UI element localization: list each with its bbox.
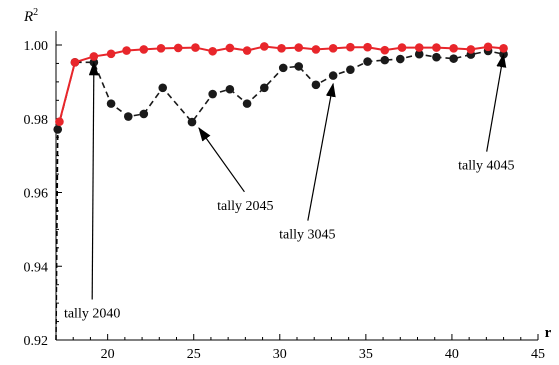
- series-2-point: [414, 49, 424, 59]
- x-axis-title: r: [545, 325, 552, 341]
- series-1-point: [191, 43, 200, 52]
- series-1-point: [311, 45, 321, 54]
- series-1-point: [432, 43, 441, 52]
- series-1-point: [242, 46, 252, 55]
- series-1-point: [55, 117, 64, 126]
- series-2-point: [278, 63, 288, 73]
- series-2-point: [225, 84, 235, 94]
- series-2-point: [380, 55, 390, 65]
- x-tick-label: 35: [359, 347, 373, 362]
- series-1-point: [259, 42, 269, 51]
- series-2-point: [139, 109, 149, 119]
- x-tick-label: 20: [101, 347, 115, 362]
- x-tick-label: 25: [187, 347, 201, 362]
- series-2-point: [449, 54, 458, 63]
- series-2-point: [432, 52, 441, 62]
- series-1-point: [225, 43, 235, 53]
- series-1-point: [466, 45, 476, 54]
- series-1-point: [397, 43, 407, 52]
- series-1-point: [106, 49, 116, 59]
- series-layer: [53, 42, 508, 341]
- series-2-point: [242, 99, 252, 108]
- axes: 20 25 30 35 40 45 0.92 0.94 0.96 0.98 1.00 r R2: [23, 7, 552, 362]
- y-tick-label: 1.00: [24, 39, 49, 54]
- x-tick-label: 40: [445, 347, 459, 362]
- series-1-point: [173, 43, 183, 53]
- y-tick-label: 0.94: [24, 260, 49, 275]
- series-1-point: [139, 45, 149, 54]
- series-1-point: [70, 58, 80, 67]
- annotation-arrow: [486, 53, 507, 152]
- series-1-point: [89, 52, 99, 61]
- annotation-label: tally 2045: [217, 199, 273, 214]
- series-2-point: [124, 112, 133, 121]
- series-2-line: [56, 50, 504, 130]
- series-1-point: [208, 46, 217, 56]
- series-1-point: [380, 45, 390, 55]
- x-tick-label: 30: [273, 347, 287, 362]
- series-1-point: [328, 44, 338, 53]
- series-2-point: [363, 57, 372, 66]
- series-2-point: [311, 80, 321, 90]
- annotation-arrow: [307, 82, 336, 221]
- y-tick-label: 0.96: [24, 187, 49, 202]
- series-1-point: [156, 44, 166, 53]
- series-2-point: [259, 83, 269, 93]
- series-2-point: [294, 62, 304, 71]
- series-1-point: [414, 43, 424, 52]
- annotation-label: tally 3045: [279, 228, 335, 243]
- annotation-arrow: [198, 127, 245, 193]
- initial-drop-line: [55, 129, 59, 341]
- series-2-point: [346, 65, 355, 75]
- annotation-label: tally 4045: [458, 159, 514, 174]
- annotation-label: tally 2040: [64, 307, 120, 322]
- y-axis-title-superscript: 2: [33, 7, 38, 18]
- series-2-point: [395, 54, 405, 64]
- series-2-point: [328, 71, 338, 80]
- series-2-point: [187, 117, 197, 127]
- annotation-arrow: [88, 61, 99, 300]
- series-2-point: [158, 83, 168, 93]
- series-1-point: [277, 44, 286, 53]
- series-2-point: [208, 89, 217, 99]
- series-1-point: [483, 42, 493, 52]
- y-axis-title: R2: [23, 7, 38, 25]
- series-1-point: [449, 44, 458, 53]
- annotation-layer: tally 2040 tally 2045 tally 3045 tally 4045: [64, 53, 515, 322]
- series-2-point: [53, 125, 63, 134]
- series-1-point: [294, 43, 304, 52]
- x-tick-label: 45: [531, 347, 545, 362]
- y-tick-label: 0.92: [24, 334, 49, 349]
- series-1-point: [122, 46, 131, 55]
- series-1-point: [346, 42, 355, 52]
- series-1-point: [499, 44, 508, 53]
- y-tick-label: 0.98: [24, 113, 49, 128]
- series-2-point: [106, 99, 116, 108]
- series-1-point: [363, 42, 372, 52]
